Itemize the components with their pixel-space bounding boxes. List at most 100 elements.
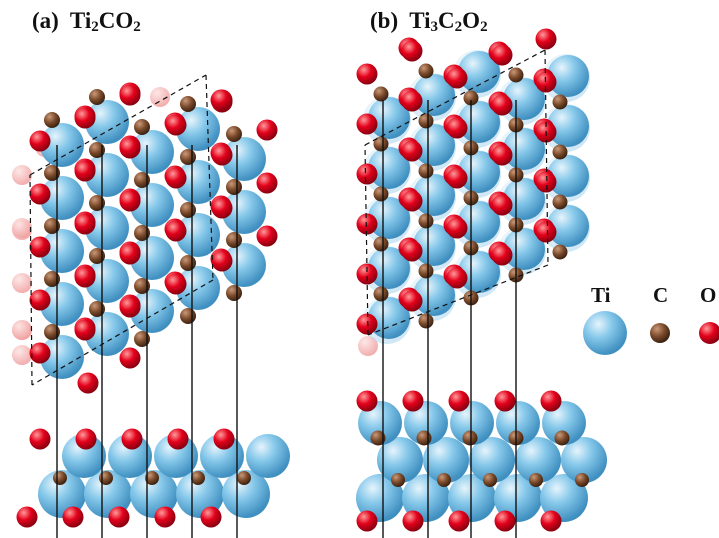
ti-atom [469, 437, 515, 483]
ti-atom [368, 97, 410, 139]
o-atom [494, 510, 516, 532]
o-atom [77, 372, 99, 394]
c-atom [373, 236, 389, 252]
ti-atom [176, 107, 220, 151]
c-atom [226, 126, 242, 142]
ti-atom [547, 105, 589, 147]
ti-atom [222, 470, 270, 518]
cell-boundary-dashed [364, 49, 546, 146]
ti-atom [62, 434, 106, 478]
o-atom [448, 390, 470, 412]
ti-atom [358, 401, 402, 445]
ti-atom [40, 282, 84, 326]
ti-atom [84, 470, 132, 518]
o-atom [540, 390, 562, 412]
o-atom [211, 144, 233, 166]
o-atom [108, 506, 130, 528]
atoms-layer [12, 28, 719, 532]
ti-atom [458, 251, 500, 293]
ghost-atom [12, 165, 32, 185]
o-atom [446, 67, 468, 89]
ti-atom [368, 297, 410, 339]
ti-atom [38, 470, 86, 518]
o-atom [401, 40, 423, 62]
ti-atom [503, 228, 545, 270]
c-atom [44, 218, 60, 234]
c-atom [418, 163, 434, 179]
c-atom [180, 308, 196, 324]
o-atom [535, 221, 557, 243]
c-atom [89, 195, 105, 211]
o-atom [74, 107, 96, 129]
ti-atom [515, 437, 561, 483]
o-atom [62, 506, 84, 528]
ghost-atom [12, 320, 32, 340]
c-atom [44, 112, 60, 128]
o-atom [356, 63, 378, 85]
ti-atom [402, 474, 450, 522]
ti-atom [154, 434, 198, 478]
ti-atom [356, 474, 404, 522]
o-atom [211, 197, 233, 219]
c-atom [89, 301, 105, 317]
panel-b-tag: (b) [370, 8, 399, 33]
c-atom [134, 119, 150, 135]
ghost-atom [12, 273, 32, 293]
ti-atom [222, 243, 266, 287]
o-atom [211, 89, 233, 111]
c-atom [418, 113, 434, 129]
ti-atom [222, 137, 266, 181]
o-atom [535, 28, 557, 50]
legend-ti-sphere [583, 311, 627, 355]
c-atom [226, 179, 242, 195]
c-atom [418, 63, 434, 79]
ti-atom [413, 124, 455, 166]
o-atom [119, 243, 141, 265]
ti-atom [458, 201, 500, 243]
panel-a-formula: Ti2CO2 [69, 8, 141, 35]
ti-atom [130, 130, 174, 174]
o-atom [165, 114, 187, 136]
legend-label-ti: Ti [591, 283, 611, 307]
o-atom [213, 428, 235, 450]
ti-atom [368, 147, 410, 189]
c-atom [483, 473, 497, 487]
ti-atom [130, 470, 178, 518]
ti-atom [547, 55, 589, 97]
o-atom [402, 510, 424, 532]
o-atom [165, 273, 187, 295]
panel-a-title: (a) Ti2CO2 [32, 8, 141, 36]
o-atom [29, 130, 51, 152]
c-atom [180, 149, 196, 165]
ti-atom [450, 401, 494, 445]
o-atom [356, 313, 378, 335]
c-atom [463, 90, 479, 106]
ghost-atom [12, 345, 32, 365]
o-atom [402, 390, 424, 412]
o-atom [491, 194, 513, 216]
c-atom [391, 473, 405, 487]
o-atom [540, 510, 562, 532]
ti-atom [176, 266, 220, 310]
o-atom [401, 140, 423, 162]
panel-b-title: (b) Ti3C2O2 [370, 8, 488, 36]
ti-atom [368, 247, 410, 289]
ti-atom [458, 101, 500, 143]
o-atom [29, 428, 51, 450]
c-atom [99, 471, 113, 485]
o-atom [494, 390, 516, 412]
c-atom [44, 165, 60, 181]
ti-atom [404, 401, 448, 445]
panel-a-tag: (a) [32, 8, 59, 33]
ti-atom [547, 205, 589, 247]
ti-atom [200, 434, 244, 478]
c-atom [44, 271, 60, 287]
ti-atom [503, 178, 545, 220]
c-atom [552, 244, 568, 260]
c-atom [89, 89, 105, 105]
c-atom [145, 471, 159, 485]
cell-boundary-dashed [364, 144, 369, 336]
cell-boundary-dashed [29, 74, 207, 176]
o-atom [356, 263, 378, 285]
